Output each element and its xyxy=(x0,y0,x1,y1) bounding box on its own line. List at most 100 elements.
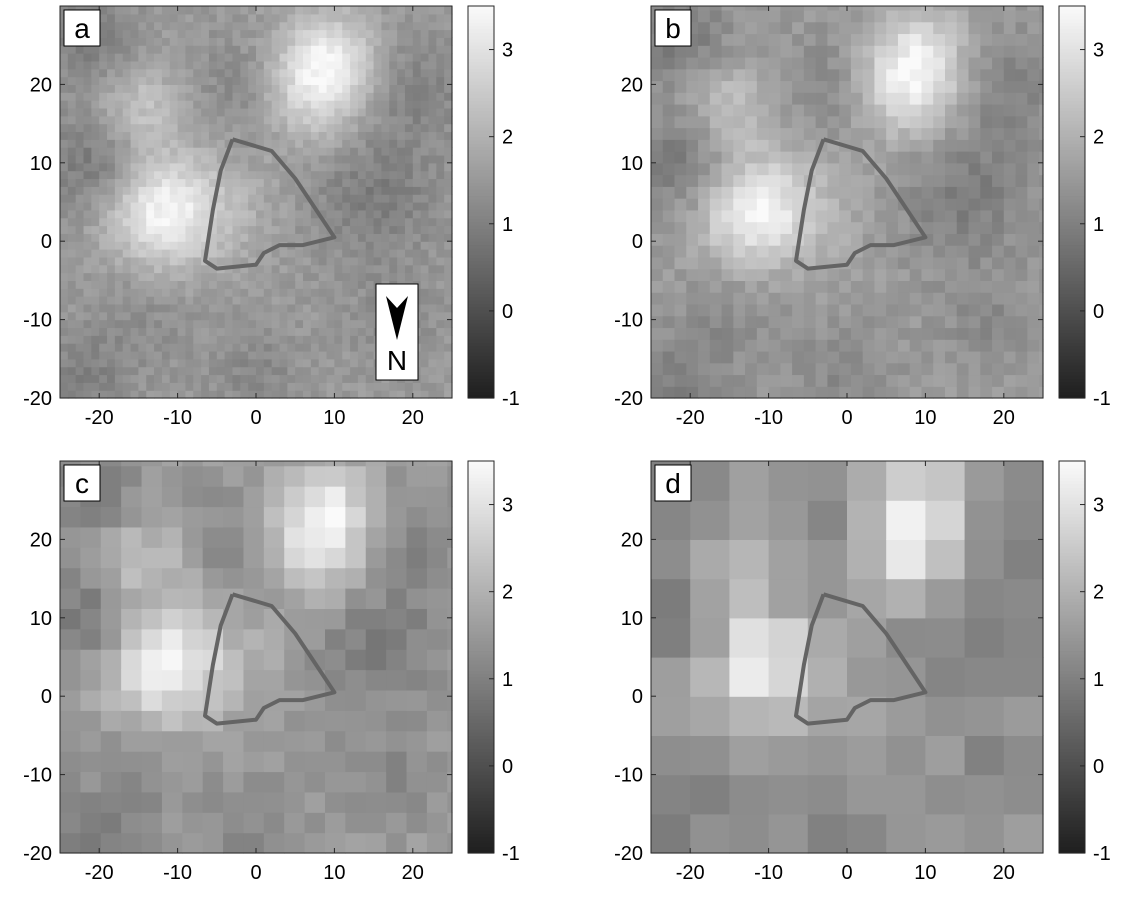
heatmap-cell xyxy=(326,21,335,31)
colorbar-step xyxy=(468,316,494,321)
heatmap-cell xyxy=(956,303,970,317)
heatmap-cell xyxy=(780,374,793,387)
heatmap-cell xyxy=(169,45,179,54)
heatmap-cell xyxy=(933,151,946,164)
heatmap-cell xyxy=(768,386,781,399)
heatmap-cell xyxy=(1003,115,1017,129)
heatmap-cell xyxy=(662,45,676,58)
heatmap-cell xyxy=(850,21,864,35)
heatmap-cell xyxy=(223,526,245,548)
heatmap-cell xyxy=(60,241,69,250)
heatmap-cell xyxy=(389,264,398,274)
heatmap-cell xyxy=(874,292,887,305)
heatmap-cell xyxy=(279,107,288,117)
heatmap-cell xyxy=(100,730,122,752)
heatmap-cell xyxy=(75,217,85,227)
heatmap-cell xyxy=(444,358,453,368)
heatmap-cell xyxy=(850,115,864,129)
heatmap-cell xyxy=(67,233,77,242)
heatmap-cell xyxy=(1003,21,1017,35)
heatmap-cell xyxy=(91,374,100,383)
colorbar-step xyxy=(468,594,494,599)
heatmap-cell xyxy=(216,390,226,399)
heatmap-cell xyxy=(146,311,155,321)
colorbar-step xyxy=(1059,188,1085,193)
colorbar-step xyxy=(468,87,494,92)
heatmap-cell xyxy=(263,526,285,548)
heatmap-cell xyxy=(232,107,241,117)
heatmap-cell xyxy=(436,178,445,187)
colorbar-step xyxy=(1059,761,1085,766)
heatmap-cell xyxy=(921,56,934,70)
heatmap-cell xyxy=(921,127,934,140)
heatmap-cell xyxy=(925,617,966,658)
heatmap-cell xyxy=(193,249,202,258)
heatmap-cell xyxy=(389,249,398,258)
heatmap-cell xyxy=(99,147,108,156)
heatmap-cell xyxy=(827,350,840,364)
heatmap-cell xyxy=(1015,127,1028,140)
heatmap-cell xyxy=(686,350,699,364)
heatmap-cell xyxy=(99,37,108,46)
heatmap-cell xyxy=(83,209,92,219)
colorbar-step xyxy=(468,277,494,281)
heatmap-cell xyxy=(373,272,383,281)
heatmap-cell xyxy=(146,115,155,125)
heatmap-cell xyxy=(243,567,265,589)
heatmap-cell xyxy=(100,791,122,813)
heatmap-cell xyxy=(75,45,85,54)
heatmap-cell xyxy=(248,272,257,281)
colorbar-step xyxy=(468,211,494,216)
heatmap-cell xyxy=(60,288,69,297)
heatmap-cell xyxy=(161,107,171,117)
heatmap-cell xyxy=(389,178,398,187)
heatmap-cell xyxy=(295,256,304,266)
heatmap-cell xyxy=(733,256,746,270)
colorbar-tick-label: 1 xyxy=(1093,669,1104,691)
heatmap-cell xyxy=(161,771,183,793)
heatmap-cell xyxy=(154,53,163,62)
heatmap-cell xyxy=(1039,162,1044,176)
y-tick-label: 20 xyxy=(621,74,643,96)
heatmap-cell xyxy=(240,335,249,344)
heatmap-cell xyxy=(428,366,437,376)
colorbar-step xyxy=(1059,771,1085,776)
colorbar-step xyxy=(468,166,494,170)
heatmap-cell xyxy=(256,366,265,376)
heatmap-cell xyxy=(444,147,453,156)
colorbar-step xyxy=(468,578,494,583)
heatmap-cell xyxy=(690,539,730,580)
heatmap-cell xyxy=(342,374,351,383)
heatmap-cell xyxy=(310,256,320,266)
heatmap-cell xyxy=(925,774,966,815)
heatmap-cell xyxy=(248,76,257,85)
heatmap-cell xyxy=(310,131,320,140)
heatmap-cell xyxy=(224,343,234,352)
heatmap-cell xyxy=(365,107,375,117)
heatmap-cell xyxy=(177,123,187,133)
heatmap-cell xyxy=(271,311,281,321)
heatmap-cell xyxy=(271,13,281,23)
heatmap-cell xyxy=(745,104,758,117)
heatmap-cell xyxy=(208,256,218,266)
heatmap-cell xyxy=(240,288,249,297)
heatmap-cell xyxy=(75,311,85,321)
heatmap-cell xyxy=(279,343,288,352)
heatmap-cell xyxy=(721,339,734,352)
heatmap-cell xyxy=(745,386,758,399)
heatmap-cell xyxy=(426,461,448,467)
heatmap-cell xyxy=(263,465,285,487)
heatmap-cell xyxy=(886,268,899,281)
heatmap-cell xyxy=(436,162,445,172)
heatmap-cell xyxy=(304,461,326,467)
heatmap-cell xyxy=(287,288,296,297)
heatmap-cell xyxy=(373,209,383,219)
heatmap-cell xyxy=(365,327,375,336)
heatmap-cell xyxy=(874,56,887,70)
heatmap-cell xyxy=(733,186,746,199)
heatmap-cell xyxy=(60,233,69,242)
colorbar-step xyxy=(468,136,494,141)
colorbar-step xyxy=(468,38,494,43)
colorbar-step xyxy=(468,28,494,33)
heatmap-cell xyxy=(138,53,147,62)
